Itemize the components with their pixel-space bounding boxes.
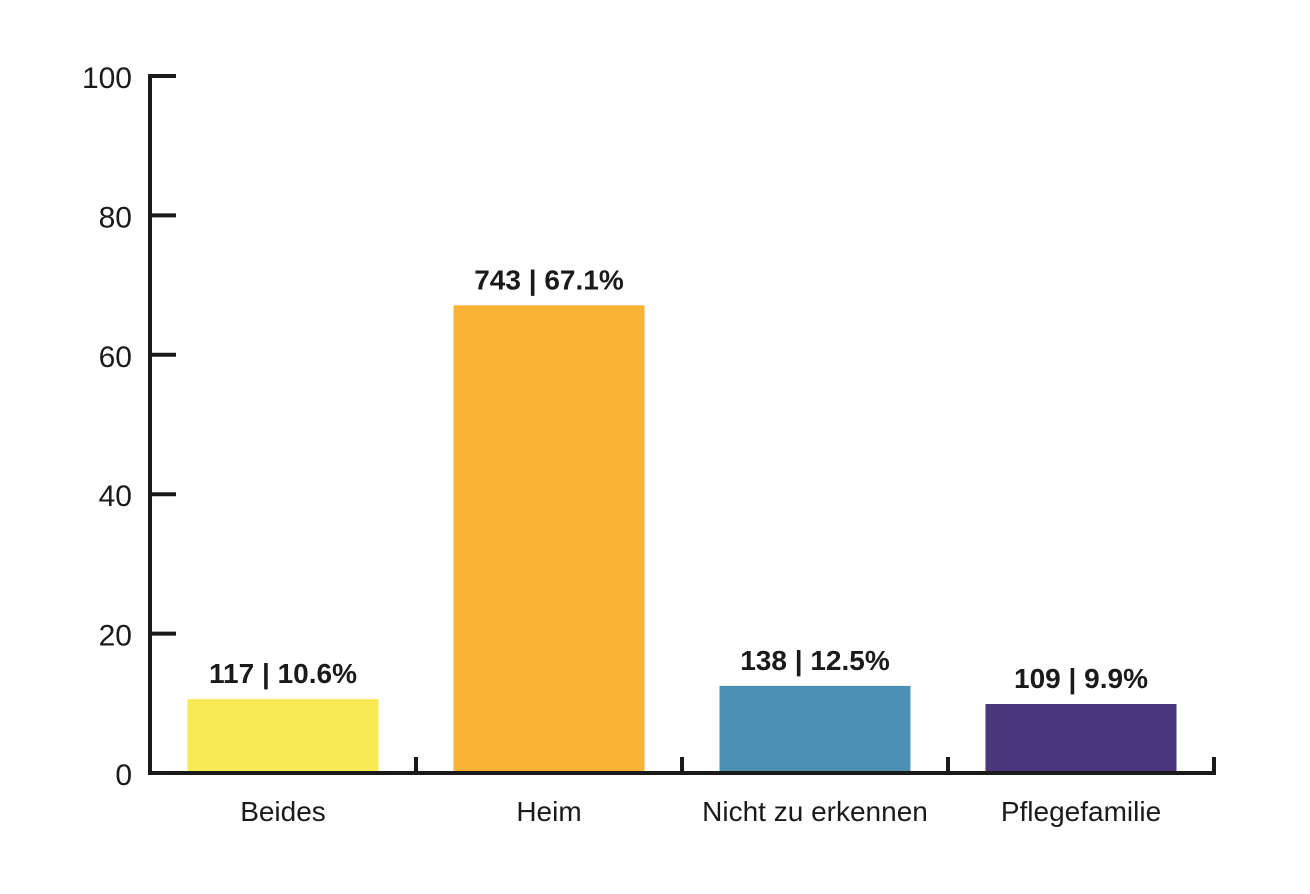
- data-label: 138 | 12.5%: [740, 645, 890, 676]
- bar-3: [985, 703, 1177, 773]
- x-tick-label: Beides: [240, 796, 326, 827]
- y-tick-label: 0: [115, 759, 132, 792]
- y-tick-label: 20: [99, 620, 132, 653]
- bar-0: [187, 699, 379, 773]
- y-tick-label: 60: [99, 341, 132, 374]
- bar-2: [719, 685, 911, 773]
- y-tick-label: 40: [99, 480, 132, 513]
- x-tick-label: Nicht zu erkennen: [702, 796, 928, 827]
- bar-1: [453, 305, 645, 773]
- x-tick-label: Pflegefamilie: [1001, 796, 1161, 827]
- y-tick-label: 80: [99, 201, 132, 234]
- y-tick-label: 100: [82, 62, 132, 95]
- x-tick-label: Heim: [516, 796, 581, 827]
- data-label: 117 | 10.6%: [209, 658, 357, 689]
- data-label: 743 | 67.1%: [474, 264, 624, 295]
- data-label: 109 | 9.9%: [1014, 663, 1148, 694]
